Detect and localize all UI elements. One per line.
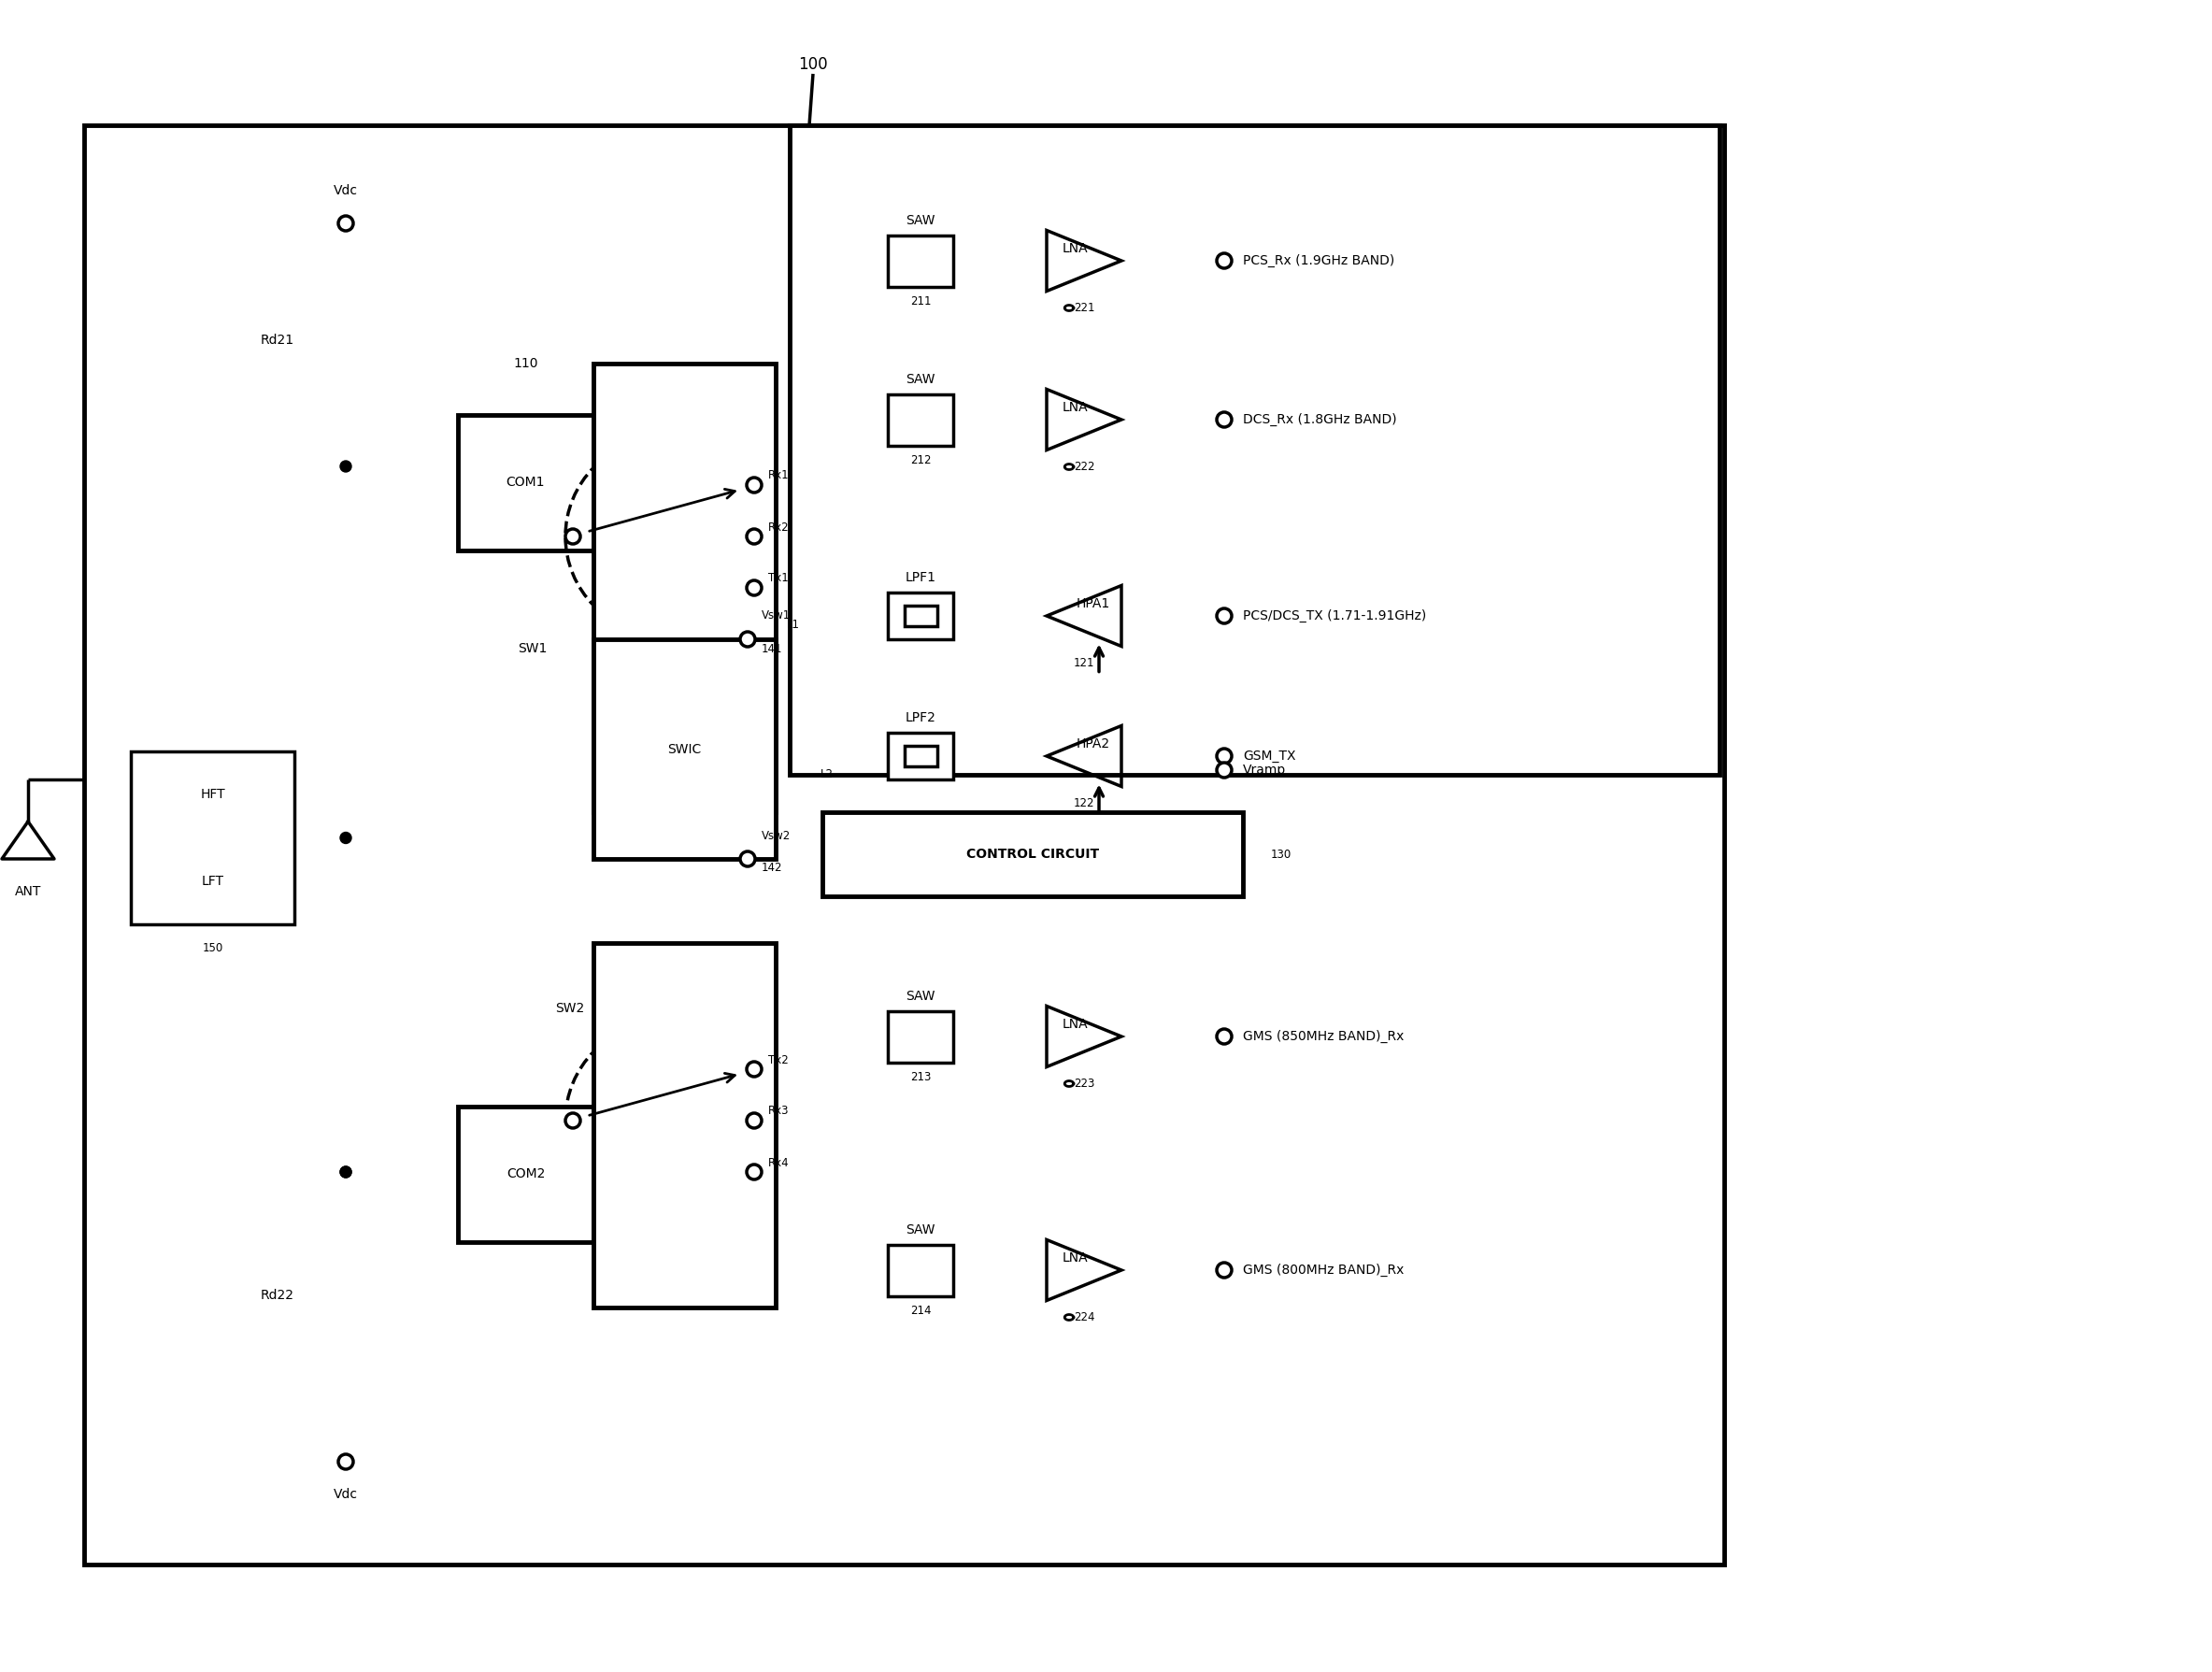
Text: SAW: SAW [905,990,936,1002]
Circle shape [1217,749,1232,764]
Bar [593,363,776,813]
Circle shape [1217,762,1232,777]
Bar [593,639,776,859]
Bar [887,1244,953,1296]
Circle shape [566,528,580,543]
Text: SW2: SW2 [555,1002,584,1015]
Bar [131,751,294,925]
Text: LNA: LNA [1062,1251,1088,1264]
Text: 130: 130 [1272,848,1292,861]
Bar [887,395,953,445]
Circle shape [748,580,761,595]
Bar [887,592,953,639]
Text: Vsw1: Vsw1 [761,610,792,622]
Text: SAW: SAW [905,214,936,227]
Bar [905,746,938,766]
Text: HPA2: HPA2 [1077,737,1110,751]
Text: 121: 121 [1073,657,1095,669]
Bar [790,125,1719,774]
Text: SAW: SAW [905,1222,936,1236]
Text: Rd22: Rd22 [261,1289,294,1302]
Bar [887,236,953,286]
Text: SW1: SW1 [518,642,546,655]
Text: 141: 141 [761,642,783,655]
Text: HFT: HFT [199,788,226,801]
Circle shape [748,1114,761,1129]
Text: GMS (850MHz BAND)_Rx: GMS (850MHz BAND)_Rx [1243,1030,1405,1043]
Circle shape [1217,413,1232,426]
Text: 100: 100 [799,57,827,74]
Circle shape [748,1164,761,1179]
Bar [905,605,938,627]
Text: 222: 222 [1073,461,1095,473]
Circle shape [341,1167,352,1177]
Circle shape [1217,1028,1232,1043]
Text: LFT: LFT [201,874,223,888]
Text: 211: 211 [909,296,931,308]
Circle shape [741,851,754,866]
Text: COM2: COM2 [507,1167,544,1180]
Circle shape [566,1114,580,1129]
Text: Vsw2: Vsw2 [761,829,792,841]
Text: 122: 122 [1073,798,1095,809]
Text: GMS (800MHz BAND)_Rx: GMS (800MHz BAND)_Rx [1243,1264,1405,1277]
Text: 110: 110 [513,358,538,370]
Text: Rx1: Rx1 [768,470,790,482]
Circle shape [341,833,352,843]
Circle shape [741,632,754,647]
Bar [84,125,1723,1565]
Text: GSM_TX: GSM_TX [1243,749,1296,762]
Bar [887,1012,953,1062]
Text: PCS_Rx (1.9GHz BAND): PCS_Rx (1.9GHz BAND) [1243,254,1394,268]
Text: SAW: SAW [905,373,936,386]
Text: Vdc: Vdc [334,184,358,197]
Text: ANT: ANT [15,884,42,898]
Text: LNA: LNA [1062,242,1088,256]
Circle shape [1217,609,1232,624]
Text: 150: 150 [201,941,223,953]
Bar [887,732,953,779]
Text: Rx2: Rx2 [768,522,790,533]
Text: 224: 224 [1073,1311,1095,1324]
Bar [593,943,776,1308]
Text: 223: 223 [1073,1077,1095,1090]
Text: LPF1: LPF1 [905,572,936,584]
Circle shape [748,1062,761,1077]
Text: CONTROL CIRCUIT: CONTROL CIRCUIT [967,848,1099,861]
Text: HPA1: HPA1 [1077,597,1110,610]
Circle shape [338,216,354,231]
Text: L1: L1 [787,619,801,632]
Text: Vdc: Vdc [334,1488,358,1501]
Text: Rd21: Rd21 [261,334,294,346]
Text: Tx2: Tx2 [768,1053,787,1067]
Circle shape [1217,1262,1232,1277]
Text: Vramp: Vramp [1243,764,1285,777]
Circle shape [1217,252,1232,268]
Text: 214: 214 [909,1304,931,1318]
Text: Rx4: Rx4 [768,1157,790,1169]
Text: Tx1: Tx1 [768,572,787,585]
Text: L2: L2 [821,769,834,781]
Bar [823,813,1243,896]
Circle shape [341,1167,352,1177]
Text: LNA: LNA [1062,401,1088,415]
Text: COM1: COM1 [507,477,544,490]
Text: Rx3: Rx3 [768,1105,790,1117]
Text: 212: 212 [909,455,931,466]
Text: 221: 221 [1073,303,1095,314]
Text: LNA: LNA [1062,1018,1088,1032]
Circle shape [748,478,761,493]
Circle shape [338,1455,354,1470]
Text: LPF2: LPF2 [905,711,936,724]
Circle shape [748,528,761,543]
Text: 213: 213 [909,1072,931,1083]
Text: PCS/DCS_TX (1.71-1.91GHz): PCS/DCS_TX (1.71-1.91GHz) [1243,609,1427,622]
Text: 142: 142 [761,863,783,874]
Bar [458,415,593,550]
Circle shape [341,461,352,472]
Text: SWIC: SWIC [668,742,701,756]
Bar [458,1107,593,1242]
Text: DCS_Rx (1.8GHz BAND): DCS_Rx (1.8GHz BAND) [1243,413,1396,426]
